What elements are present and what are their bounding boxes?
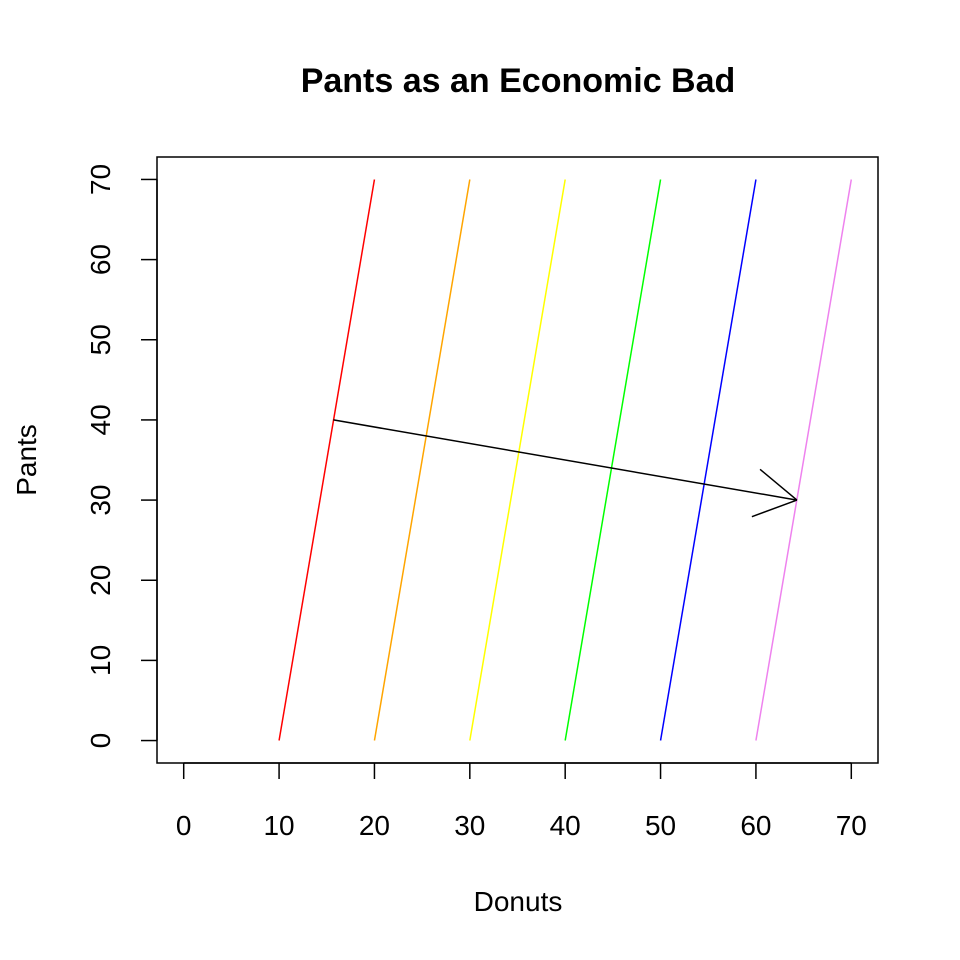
y-axis: 0 10 20 30 40 50 60 70 — [85, 164, 158, 749]
y-tick-label: 60 — [85, 244, 116, 275]
series-layer — [278, 179, 853, 741]
series-line — [278, 179, 376, 741]
x-tick-label: 10 — [263, 810, 294, 841]
series-line — [469, 179, 566, 741]
y-tick-label: 50 — [85, 324, 116, 355]
y-tick-label: 0 — [85, 733, 116, 749]
x-tick-label: 50 — [645, 810, 676, 841]
arrow-head — [751, 499, 798, 518]
x-tick-label: 0 — [176, 810, 192, 841]
chart-title: Pants as an Economic Bad — [301, 62, 736, 100]
series-line — [659, 179, 757, 741]
series-line — [755, 179, 853, 741]
series-line — [564, 179, 662, 741]
x-axis-label: Donuts — [474, 886, 563, 917]
arrow-head — [759, 468, 798, 501]
x-tick-label: 40 — [550, 810, 581, 841]
series-line — [373, 179, 471, 741]
x-tick-label: 30 — [454, 810, 485, 841]
y-tick-label: 30 — [85, 485, 116, 516]
x-tick-label: 70 — [836, 810, 867, 841]
y-tick-label: 70 — [85, 164, 116, 195]
arrow-shaft — [333, 419, 798, 501]
annotation-layer — [333, 419, 798, 518]
x-tick-label: 60 — [740, 810, 771, 841]
y-tick-label: 20 — [85, 565, 116, 596]
y-axis-label: Pants — [11, 424, 42, 496]
x-tick-label: 20 — [359, 810, 390, 841]
y-tick-label: 40 — [85, 404, 116, 435]
x-axis: 0 10 20 30 40 50 60 70 — [176, 762, 867, 841]
y-tick-label: 10 — [85, 645, 116, 676]
